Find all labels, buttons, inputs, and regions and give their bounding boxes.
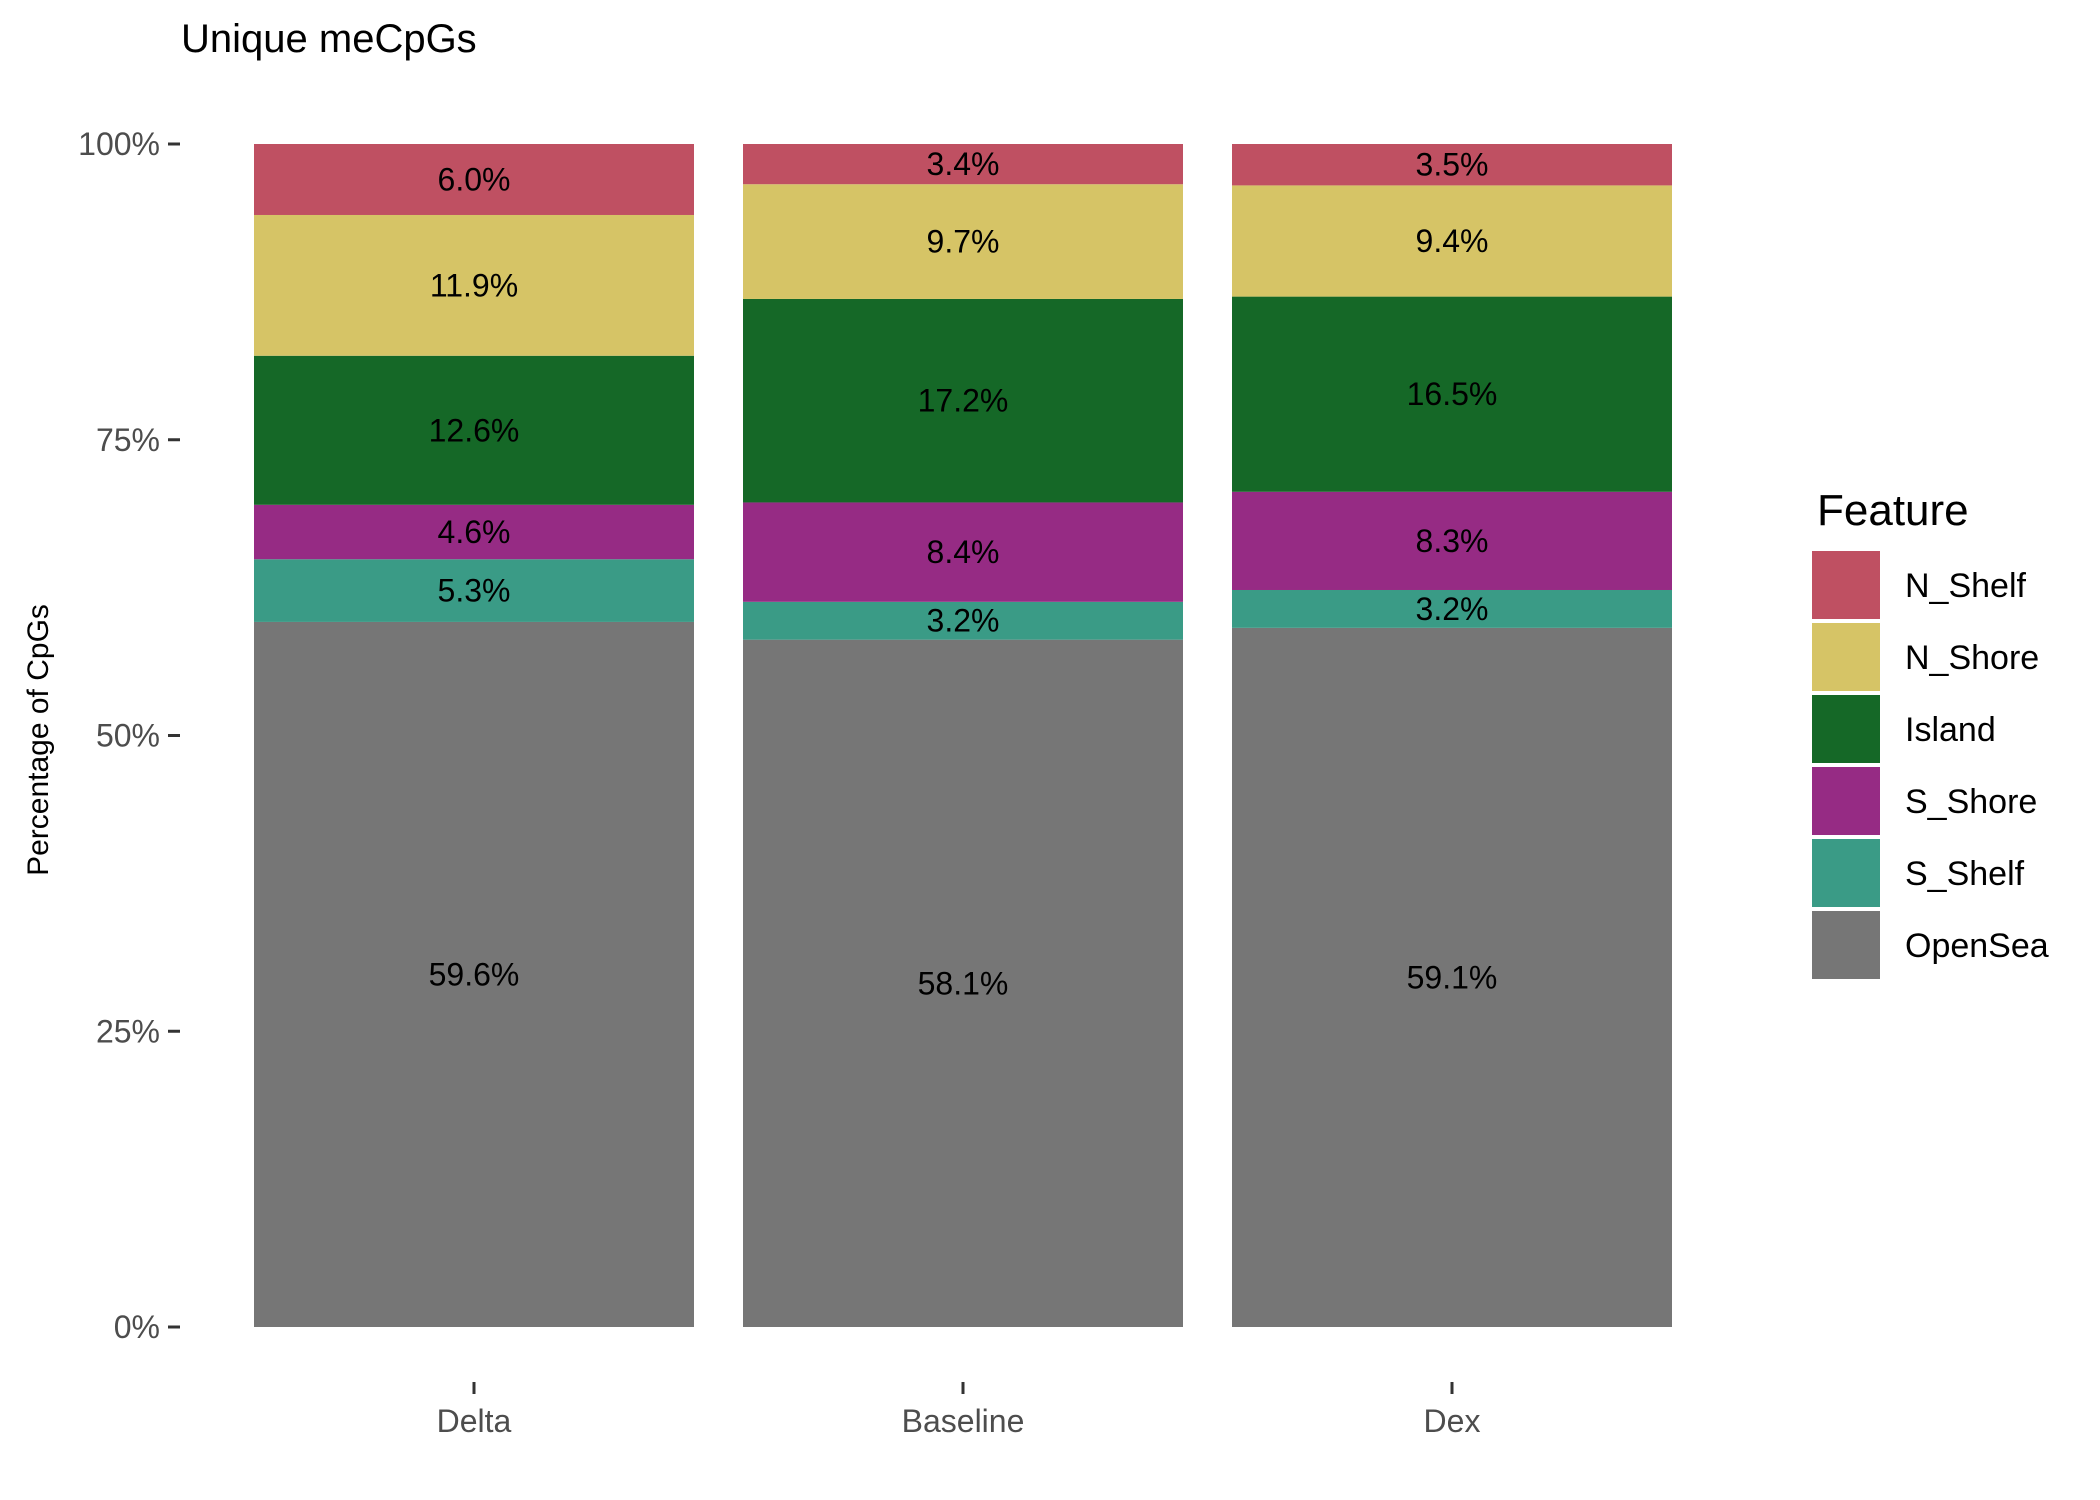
legend-label-s-shore: S_Shore: [1905, 783, 2037, 821]
data-label-dex-n-shelf: 3.5%: [1416, 147, 1489, 183]
data-label-dex-n-shore: 9.4%: [1416, 223, 1489, 259]
data-label-delta-n-shore: 11.9%: [430, 267, 518, 303]
bar-segment-baseline-s-shore: [743, 502, 1183, 602]
x-tick-label-baseline: Baseline: [902, 1403, 1025, 1439]
data-label-delta-n-shelf: 6.0%: [438, 161, 511, 197]
legend-key-s-shore: [1810, 765, 1882, 837]
y-tick-label: 25%: [96, 1013, 160, 1049]
data-label-baseline-island: 17.2%: [918, 383, 1009, 419]
legend-key-n-shelf: [1810, 549, 1882, 621]
x-tick-label-dex: Dex: [1424, 1403, 1481, 1439]
legend-label-island: Island: [1905, 711, 1996, 749]
data-label-dex-opensea: 59.1%: [1407, 959, 1498, 995]
bar-segment-delta-s-shelf: [254, 559, 694, 622]
legend-key-n-shore: [1810, 621, 1882, 693]
data-label-baseline-n-shore: 9.7%: [927, 224, 1000, 260]
data-label-baseline-n-shelf: 3.4%: [927, 146, 1000, 182]
legend-label-s-shelf: S_Shelf: [1905, 855, 2025, 893]
axes: 0% 25% 50% 75% 100% Delta Baseline Dex: [78, 126, 1480, 1439]
bar-segment-dex-s-shore: [1232, 491, 1672, 590]
bar-segment-delta-n-shelf: [254, 144, 694, 215]
legend-label-opensea: OpenSea: [1905, 927, 2049, 965]
bar-segment-baseline-n-shore: [743, 184, 1183, 299]
y-tick-label: 100%: [78, 126, 160, 162]
legend-key-s-shelf: [1810, 837, 1882, 909]
y-tick-label: 75%: [96, 422, 160, 458]
bar-segment-delta-opensea: [254, 621, 694, 1327]
chart-title: Unique meCpGs: [181, 17, 477, 61]
data-label-baseline-s-shore: 8.4%: [927, 534, 1000, 570]
legend-key-opensea: [1810, 909, 1882, 981]
data-label-delta-island: 12.6%: [429, 412, 520, 448]
legend-key-island: [1810, 693, 1882, 765]
bar-segment-baseline-opensea: [743, 639, 1183, 1327]
data-label-delta-s-shore: 4.6%: [438, 514, 511, 550]
data-label-dex-s-shore: 8.3%: [1416, 523, 1489, 559]
bar-segment-delta-s-shore: [254, 504, 694, 560]
bar-segment-baseline-s-shelf: [743, 601, 1183, 640]
plot-area: 59.6% 5.3% 4.6% 12.6% 11.9% 6.0% 58.1% 3.2% 8.4%…: [254, 144, 1672, 1327]
y-axis-label: Percentage of CpGs: [22, 604, 55, 876]
bar-segment-delta-island: [254, 355, 694, 505]
legend-title: Feature: [1817, 486, 1969, 535]
legend-label-n-shore: N_Shore: [1905, 639, 2039, 677]
y-tick-label: 50%: [96, 718, 160, 754]
data-label-delta-opensea: 59.6%: [429, 956, 520, 992]
legend: Feature N_Shelf N_Shore Island S_Shore S_She…: [1810, 486, 2049, 981]
data-label-baseline-opensea: 58.1%: [918, 965, 1009, 1001]
legend-label-n-shelf: N_Shelf: [1905, 567, 2027, 605]
bar-segment-dex-opensea: [1232, 627, 1672, 1327]
data-label-dex-s-shelf: 3.2%: [1416, 591, 1489, 627]
x-tick-label-delta: Delta: [437, 1403, 512, 1439]
bar-segment-dex-n-shelf: [1232, 144, 1672, 186]
data-label-baseline-s-shelf: 3.2%: [927, 603, 1000, 639]
bar-segment-dex-island: [1232, 296, 1672, 492]
bar-segment-delta-n-shore: [254, 214, 694, 356]
bar-segment-baseline-n-shelf: [743, 144, 1183, 185]
data-label-dex-island: 16.5%: [1407, 376, 1498, 412]
bar-segment-baseline-island: [743, 298, 1183, 503]
data-label-delta-s-shelf: 5.3%: [438, 573, 511, 609]
bar-segment-dex-s-shelf: [1232, 589, 1672, 628]
y-tick-label: 0%: [114, 1309, 160, 1345]
bar-segment-dex-n-shore: [1232, 185, 1672, 297]
